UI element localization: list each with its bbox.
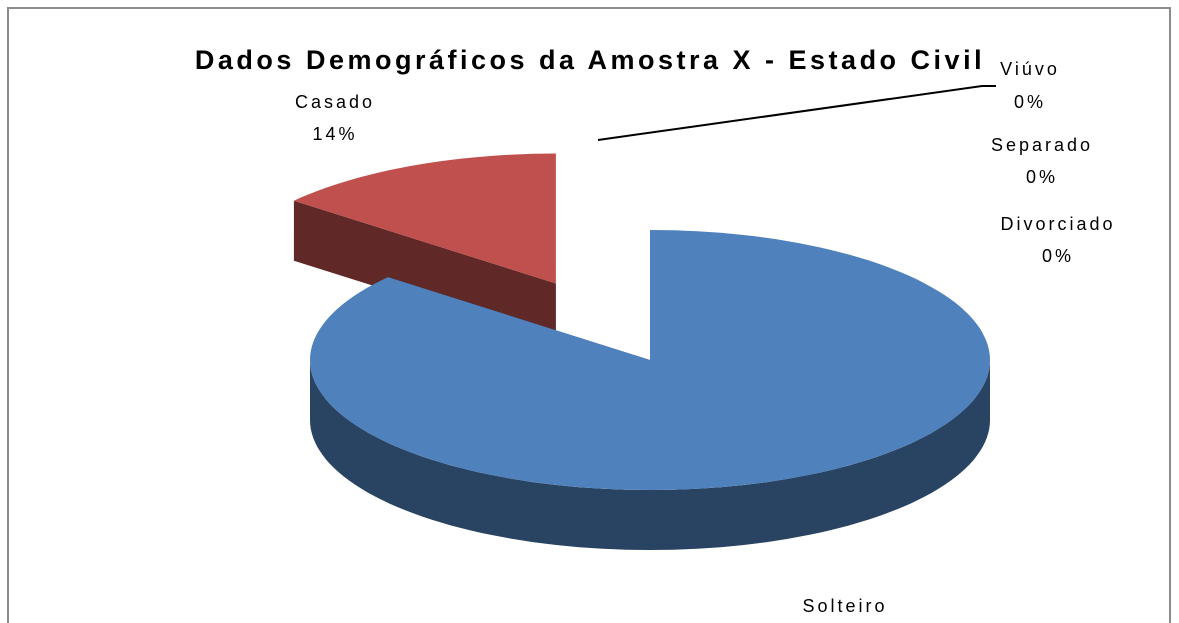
category-label: Divorciado [1000,214,1115,234]
labels: Solteiro86%Casado14%Divorciado0%Separado… [295,59,1115,616]
slices [293,153,990,550]
category-label: Separado [991,135,1093,155]
value-label: 14% [312,124,357,144]
value-label: 0% [1014,92,1046,112]
value-label: 0% [1042,246,1074,266]
leader-line [597,85,996,141]
category-label: Casado [295,92,375,112]
category-label: Viúvo [1000,59,1060,79]
value-label: 0% [1026,167,1058,187]
pie-slice [293,153,556,284]
slice-side [293,200,556,344]
pie-slice [310,230,990,490]
slice-wall [310,360,990,550]
chart-title: Dados Demográficos da Amostra X - Estado… [194,45,986,75]
category-label: Solteiro [802,596,887,616]
